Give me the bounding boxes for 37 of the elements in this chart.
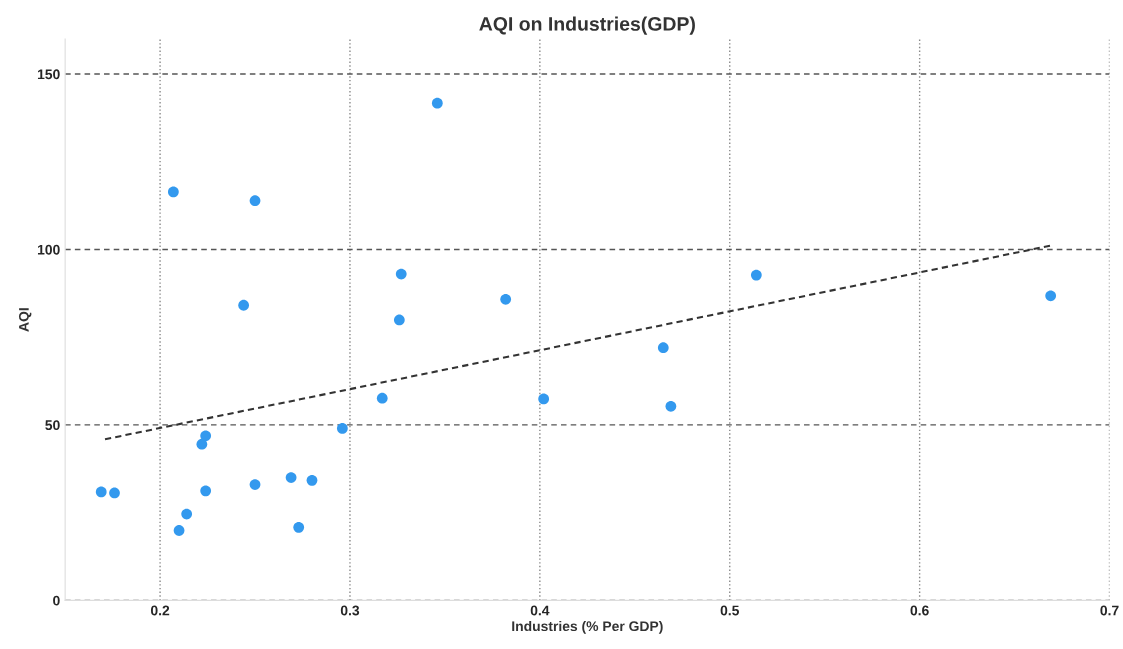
point bbox=[95, 486, 107, 498]
point bbox=[167, 186, 179, 198]
point bbox=[249, 195, 261, 207]
point bbox=[336, 423, 348, 434]
y-tick-label: 100 bbox=[37, 244, 60, 255]
point bbox=[665, 400, 677, 412]
point bbox=[393, 314, 405, 326]
x-tick-label: 0.5 bbox=[720, 605, 740, 616]
point bbox=[238, 299, 250, 311]
x-tick-label: 0.3 bbox=[340, 605, 360, 616]
y-tick-label: 50 bbox=[45, 420, 60, 431]
x-tick-label: 0.6 bbox=[910, 605, 929, 616]
point bbox=[395, 268, 407, 280]
point bbox=[173, 525, 185, 536]
point bbox=[376, 392, 388, 404]
y-tick-label: 0 bbox=[53, 595, 60, 606]
point bbox=[249, 479, 261, 490]
point bbox=[200, 430, 212, 442]
point bbox=[109, 487, 120, 499]
point bbox=[293, 521, 305, 533]
point bbox=[500, 293, 512, 305]
point bbox=[750, 269, 762, 281]
point bbox=[181, 508, 193, 520]
point bbox=[200, 485, 212, 497]
point bbox=[285, 472, 297, 483]
point bbox=[657, 342, 669, 354]
chart-title: AQI on Industries(GDP) bbox=[479, 16, 695, 35]
point bbox=[1045, 290, 1057, 302]
y-axis-title: AQI bbox=[18, 308, 32, 332]
x-tick-label: 0.2 bbox=[150, 605, 170, 616]
point bbox=[431, 97, 443, 109]
x-axis-title: Industries (% Per GDP) bbox=[512, 620, 663, 634]
point bbox=[306, 474, 318, 486]
x-tick-label: 0.4 bbox=[530, 605, 550, 616]
x-tick-label: 0.7 bbox=[1100, 605, 1119, 616]
point bbox=[538, 393, 550, 405]
y-tick-label: 150 bbox=[37, 69, 60, 80]
